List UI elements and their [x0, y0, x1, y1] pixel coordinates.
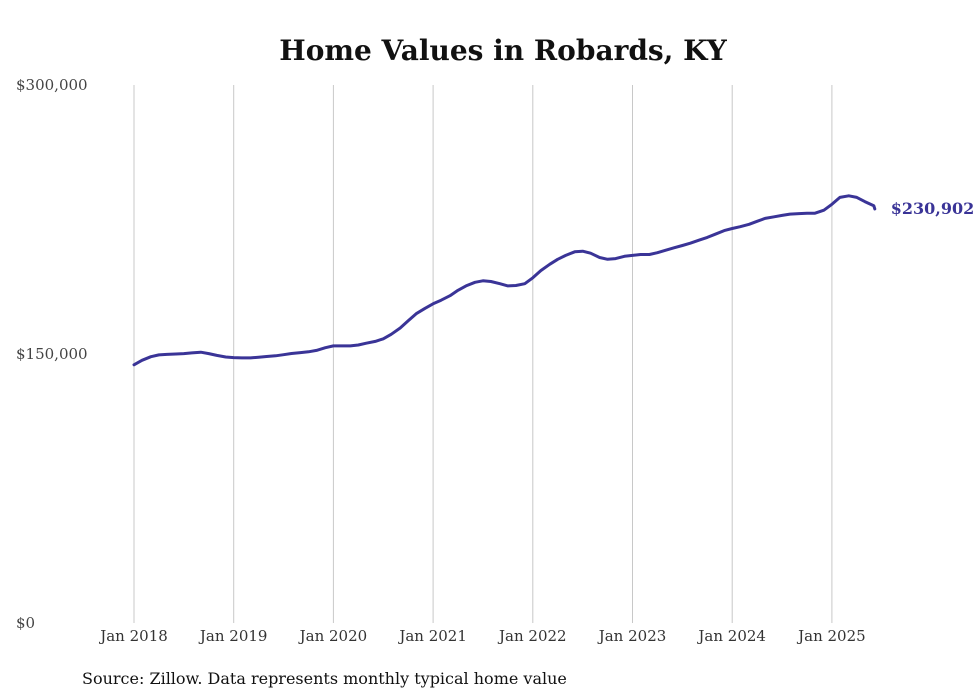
y-tick-label: $0: [16, 614, 35, 632]
x-tick-label: Jan 2023: [597, 627, 667, 645]
x-tick-label: Jan 2022: [497, 627, 567, 645]
home-value-line: [132, 194, 877, 367]
end-value-label: $230,902: [891, 199, 975, 218]
series-layer: [132, 194, 877, 367]
x-tick-label: Jan 2020: [298, 627, 368, 645]
chart-title: Home Values in Robards, KY: [279, 34, 728, 67]
x-tick-label: Jan 2019: [198, 627, 268, 645]
y-tick-label: $300,000: [16, 76, 88, 94]
x-axis-ticks: Jan 2018 Jan 2019 Jan 2020 Jan 2021 Jan 2022…: [98, 627, 865, 645]
x-tick-label: Jan 2021: [397, 627, 467, 645]
x-tick-label: Jan 2024: [696, 627, 766, 645]
y-axis-ticks: $0 $150,000 $300,000: [16, 76, 88, 632]
gridlines: [133, 85, 833, 623]
y-tick-label: $150,000: [16, 345, 88, 363]
x-tick-label: Jan 2018: [98, 627, 168, 645]
source-note: Source: Zillow. Data represents monthly …: [82, 669, 567, 688]
x-tick-label: Jan 2025: [796, 627, 866, 645]
